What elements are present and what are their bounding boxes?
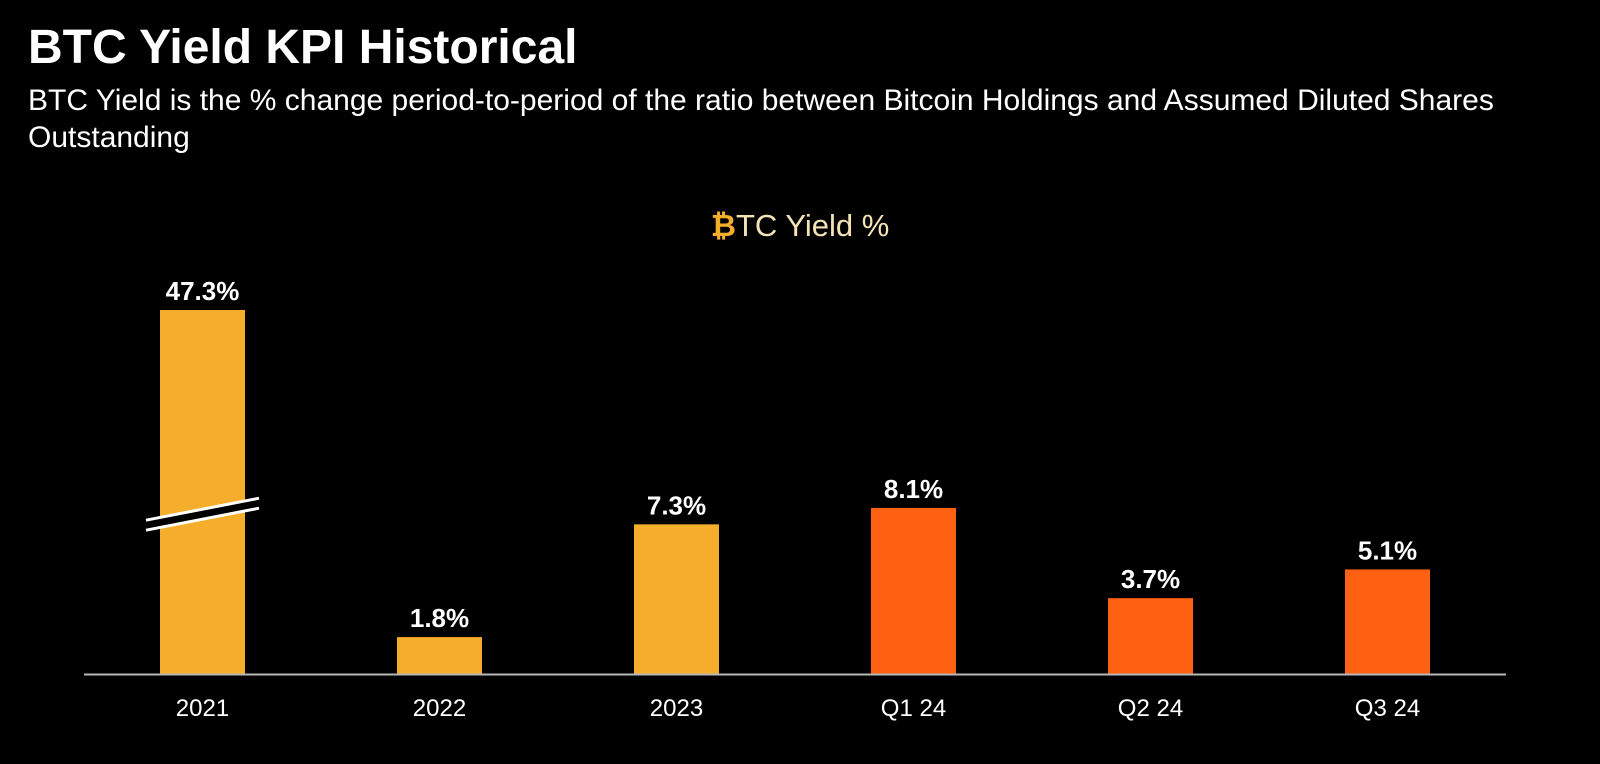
page-title: BTC Yield KPI Historical: [28, 21, 578, 74]
tick-label-q2-24: Q2 24: [1118, 695, 1183, 722]
btc-yield-chart: 47.3% 2021 1.8% 2022 7.3% 2023 8.1% Q1 24 3.7% Q2…: [0, 190, 1600, 764]
bar-2021: [160, 310, 245, 674]
data-label-q3-24: 5.1%: [1358, 535, 1417, 565]
tick-label-q1-24: Q1 24: [881, 695, 946, 722]
chart-canvas: 47.3% 2021 1.8% 2022 7.3% 2023 8.1% Q1 24 3.7% Q2…: [84, 276, 1506, 722]
bar-q1-24: [871, 507, 956, 674]
data-label-q2-24: 3.7%: [1121, 564, 1180, 594]
data-label-2022: 1.8%: [410, 603, 469, 633]
data-label-2023: 7.3%: [647, 490, 706, 520]
tick-label-q3-24: Q3 24: [1355, 695, 1420, 722]
bar-q3-24: [1345, 569, 1430, 674]
data-label-q1-24: 8.1%: [884, 474, 943, 504]
axis-break-line-lower: [145, 506, 260, 532]
bitcoin-symbol: ₿: [710, 208, 736, 243]
axis-break-gap: [146, 498, 259, 531]
chart-title: ₿TC Yield %: [0, 206, 1600, 246]
bar-2022: [397, 637, 482, 674]
tick-label-2021: 2021: [176, 695, 229, 722]
tick-label-2022: 2022: [413, 695, 466, 722]
chart-title-text: TC Yield %: [735, 208, 890, 243]
axis-break-line-upper: [145, 496, 260, 522]
bar-q2-24: [1108, 598, 1193, 674]
page-subtitle: BTC Yield is the % change period-to-peri…: [28, 84, 1494, 154]
bar-2023: [634, 524, 719, 674]
tick-label-2023: 2023: [650, 695, 703, 722]
data-label-2021: 47.3%: [166, 276, 240, 306]
